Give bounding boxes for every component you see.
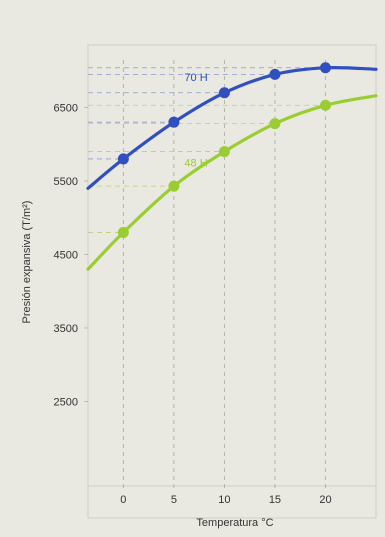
x-tick-label: 15 <box>269 494 281 506</box>
data-point <box>319 99 331 111</box>
data-point <box>218 87 230 99</box>
y-tick-label: 3500 <box>54 323 78 335</box>
data-point <box>168 116 180 128</box>
guide-lines <box>88 60 326 492</box>
y-tick-label: 4500 <box>54 249 78 261</box>
x-axis-title: Temperatura °C <box>196 517 273 529</box>
series-line <box>86 94 378 271</box>
data-point <box>168 180 180 192</box>
series-label: 48 H <box>184 158 207 170</box>
x-tick-label: 10 <box>218 494 230 506</box>
y-tick-label: 2500 <box>54 396 78 408</box>
plot-frame <box>87 44 377 519</box>
series-labels: 70 H 48 H <box>184 72 207 170</box>
data-point <box>117 153 129 165</box>
series-label: 70 H <box>184 72 207 84</box>
x-tick-label: 0 <box>120 494 126 506</box>
x-tick-labels: 0 5 10 15 20 <box>120 494 331 506</box>
data-point <box>269 68 281 80</box>
x-tick-label: 5 <box>171 494 177 506</box>
series-curves <box>86 65 378 271</box>
x-tick-label: 20 <box>319 494 331 506</box>
y-axis-title: Presión expansiva (T/m²) <box>21 201 33 324</box>
series-points <box>117 62 331 238</box>
y-tick-label: 6500 <box>54 102 78 114</box>
data-point <box>218 146 230 158</box>
data-point <box>319 62 331 74</box>
data-point <box>117 226 129 238</box>
y-tick-labels: 2500 3500 4500 5500 6500 <box>54 102 88 408</box>
series-line <box>86 65 378 190</box>
y-tick-label: 5500 <box>54 176 78 188</box>
data-point <box>269 118 281 130</box>
